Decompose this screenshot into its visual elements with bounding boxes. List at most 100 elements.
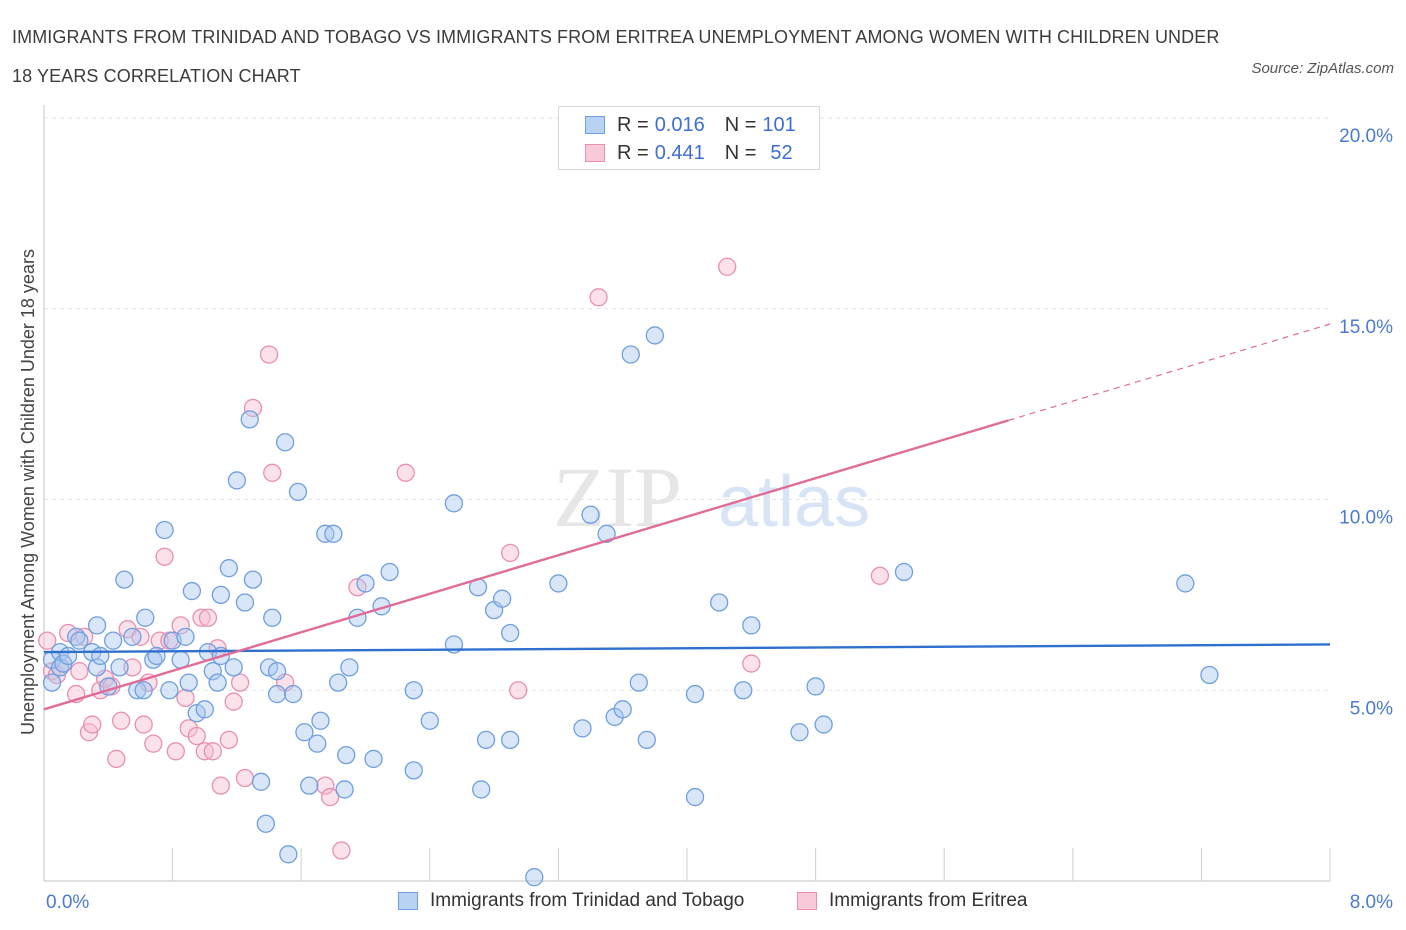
legend-r-label: R = (617, 141, 649, 164)
x-tick-label: 0.0% (46, 892, 89, 913)
trinidad-point (87, 658, 107, 677)
trinidad-point (734, 681, 753, 700)
y-axis-label: Unemployment Among Women with Children U… (18, 249, 38, 735)
eritrea-point (501, 543, 520, 563)
trinidad-point (263, 608, 282, 627)
trinidad-point (404, 681, 423, 700)
trinidad-point (472, 780, 491, 799)
bottom-legend-label-trinidad: Immigrants from Trinidad and Tobago (430, 890, 745, 911)
y-tick-label: 5.0% (1350, 698, 1393, 719)
trinidad-point (235, 593, 255, 612)
trinidad-point (267, 662, 287, 681)
trinidad-point (279, 845, 298, 864)
trinidad-point (179, 673, 198, 692)
trinidad-point (444, 494, 464, 513)
eritrea-point (396, 463, 415, 482)
eritrea-point (144, 734, 163, 753)
eritrea-point (171, 616, 190, 635)
trinidad-point (710, 593, 729, 612)
trinidad-point (364, 749, 383, 769)
eritrea-point (509, 681, 528, 700)
trinidad-point (573, 719, 592, 738)
trinidad-point (645, 326, 664, 345)
trinidad-point (335, 780, 354, 799)
eritrea-point (155, 547, 174, 566)
eritrea-point (83, 715, 102, 734)
eritrea-point (316, 776, 335, 795)
trinidad-point (549, 574, 568, 593)
bottom-legend-eritrea: Immigrants from Eritrea (797, 890, 1027, 912)
eritrea-point (123, 658, 142, 677)
trinidad-point (251, 772, 271, 791)
trinidad-point (42, 673, 62, 692)
legend-n-value: 52 (770, 141, 793, 164)
trinidad-point (420, 711, 439, 730)
trinidad-point (613, 700, 632, 719)
trinidad-point (267, 684, 287, 704)
trinidad-point (581, 505, 600, 524)
eritrea-point (192, 608, 211, 627)
trinidad-point (284, 684, 303, 704)
trinidad-point (147, 646, 166, 666)
eritrea-point (166, 742, 185, 761)
eritrea-point (332, 841, 351, 860)
eritrea-point (219, 730, 239, 749)
bottom-legend-trinidad: Immigrants from Trinidad and Tobago (398, 890, 744, 912)
trinidad-point (637, 730, 656, 749)
legend-swatch-blue (585, 116, 605, 134)
y-tick-label: 15.0% (1339, 317, 1393, 338)
bottom-legend-swatch-pink (797, 892, 817, 910)
trinidad-point (742, 616, 761, 635)
trinidad-point (160, 681, 179, 700)
trinidad-point (501, 623, 520, 643)
eritrea-trend-extension (1008, 323, 1331, 421)
trinidad-point (597, 524, 616, 543)
eritrea-point (742, 654, 761, 673)
legend-r-label: R = (617, 113, 649, 136)
eritrea-point (320, 787, 340, 807)
eritrea-point (176, 688, 195, 708)
eritrea-trend-line (43, 419, 1009, 711)
trinidad-point (70, 631, 89, 650)
eritrea-point (150, 631, 169, 650)
legend-r-value: 0.441 (654, 141, 705, 164)
trinidad-point (91, 646, 110, 666)
eritrea-point (134, 715, 153, 734)
trinidad-point (324, 524, 343, 543)
trinidad-point (308, 734, 327, 753)
axes (43, 105, 1331, 882)
y-tick-label: 20.0% (1339, 126, 1393, 147)
trinidad-point (814, 715, 833, 734)
legend-n-value: 101 (762, 113, 796, 136)
legend-row-trinidad: R = 0.016 N = 101 (585, 111, 796, 139)
trinidad-point (123, 627, 142, 646)
trinidad-point (58, 646, 78, 666)
watermark-atlas: atlas (718, 462, 870, 542)
trinidad-point (224, 658, 243, 677)
legend-swatch-pink (585, 144, 605, 162)
series-eritrea-points (38, 257, 890, 860)
trinidad-point (203, 662, 222, 681)
trinidad-point (629, 673, 648, 692)
trinidad-point (311, 711, 330, 730)
trinidad-point (240, 410, 259, 429)
trinidad-point (492, 589, 512, 608)
eritrea-point (187, 726, 206, 746)
trend-lines (43, 323, 1331, 711)
trinidad-point (155, 520, 174, 540)
trinidad-point (337, 745, 356, 765)
eritrea-point (203, 742, 222, 761)
trinidad-point (243, 570, 263, 589)
trinidad-point (115, 570, 134, 589)
trinidad-point (227, 471, 247, 490)
trinidad-point (256, 814, 275, 833)
trinidad-point (806, 677, 825, 696)
watermark: ZIP atlas (553, 449, 870, 545)
trinidad-point (211, 585, 230, 605)
eritrea-point (198, 608, 218, 627)
eritrea-point (230, 673, 250, 692)
eritrea-point (70, 662, 89, 681)
eritrea-point (235, 768, 255, 788)
trinidad-point (356, 574, 375, 593)
